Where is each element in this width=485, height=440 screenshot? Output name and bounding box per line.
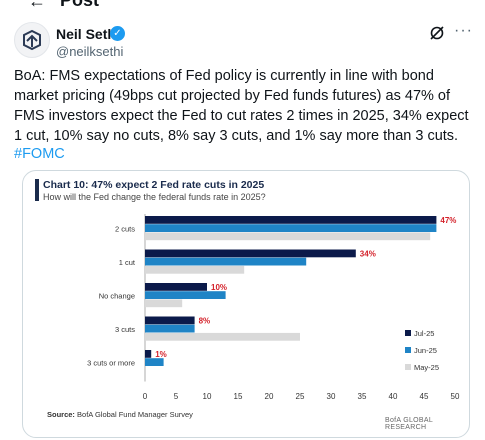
bar	[145, 232, 431, 241]
x-tick-label: 10	[203, 392, 212, 401]
back-arrow-icon[interactable]: ←	[28, 0, 46, 11]
legend-label: Jul-25	[414, 329, 434, 338]
x-tick-label: 50	[451, 392, 460, 401]
grok-icon[interactable]	[428, 24, 446, 42]
x-tick-label: 20	[265, 392, 274, 401]
x-tick-label: 5	[174, 392, 179, 401]
chart-image-card[interactable]: Chart 10: 47% expect 2 Fed rate cuts in …	[22, 170, 470, 438]
chart-source: Source: BofA Global Fund Manager Survey	[47, 410, 193, 419]
source-label: Source:	[47, 410, 75, 419]
author-handle[interactable]: @neilksethi	[56, 44, 124, 59]
x-tick-label: 45	[420, 392, 429, 401]
x-tick-label: 30	[327, 392, 336, 401]
bar-chart: 2 cuts 47% 1 cut 34% No change 10% 3 cuts 8% 3 c…	[87, 214, 460, 401]
source-text: BofA Global Fund Manager Survey	[77, 410, 193, 419]
legend-swatch	[405, 330, 411, 336]
top-bar: ← Post	[0, 0, 485, 14]
data-label: 10%	[211, 283, 227, 292]
data-label: 47%	[440, 216, 456, 225]
avatar[interactable]	[14, 22, 50, 58]
chart-title: Chart 10: 47% expect 2 Fed rate cuts in …	[43, 179, 265, 191]
bar	[145, 299, 183, 308]
x-tick-label: 0	[143, 392, 148, 401]
category-label: 1 cut	[119, 258, 136, 267]
verified-badge-icon: ✓	[110, 26, 125, 41]
bar	[145, 316, 195, 325]
chart-title-accent	[35, 179, 39, 201]
bar	[145, 265, 245, 274]
bar	[145, 324, 195, 333]
data-label: 8%	[199, 317, 211, 326]
x-tick-label: 35	[358, 392, 367, 401]
legend-swatch	[405, 364, 411, 370]
legend-swatch	[405, 347, 411, 353]
x-tick-label: 25	[296, 392, 305, 401]
category-label: 3 cuts	[115, 325, 135, 334]
page-title: Post	[60, 0, 100, 10]
author-name[interactable]: Neil Sethi	[56, 26, 120, 42]
legend-label: May-25	[414, 363, 439, 372]
data-label: 1%	[155, 350, 167, 359]
more-options-icon[interactable]: ···	[454, 22, 473, 39]
chart-subtitle: How will the Fed change the federal fund…	[43, 192, 266, 202]
x-tick-label: 15	[234, 392, 243, 401]
category-label: 3 cuts or more	[87, 358, 135, 367]
x-tick-label: 40	[389, 392, 398, 401]
data-label: 34%	[360, 250, 376, 259]
bar	[145, 257, 307, 266]
legend-label: Jun-25	[414, 346, 437, 355]
bar	[145, 224, 437, 232]
bar	[145, 358, 164, 366]
brand-watermark: BofA GLOBAL RESEARCH	[385, 417, 433, 431]
bar	[145, 249, 356, 258]
bar	[145, 291, 226, 299]
tweet-text: BoA: FMS expectations of Fed policy is c…	[14, 68, 469, 144]
bar	[145, 350, 152, 358]
bar	[145, 283, 207, 291]
category-label: 2 cuts	[115, 224, 135, 233]
bar	[145, 216, 437, 224]
avatar-logo-icon	[23, 29, 41, 51]
category-label: No change	[99, 291, 135, 300]
bar	[145, 332, 300, 341]
hashtag-link[interactable]: #FOMC	[14, 146, 65, 162]
